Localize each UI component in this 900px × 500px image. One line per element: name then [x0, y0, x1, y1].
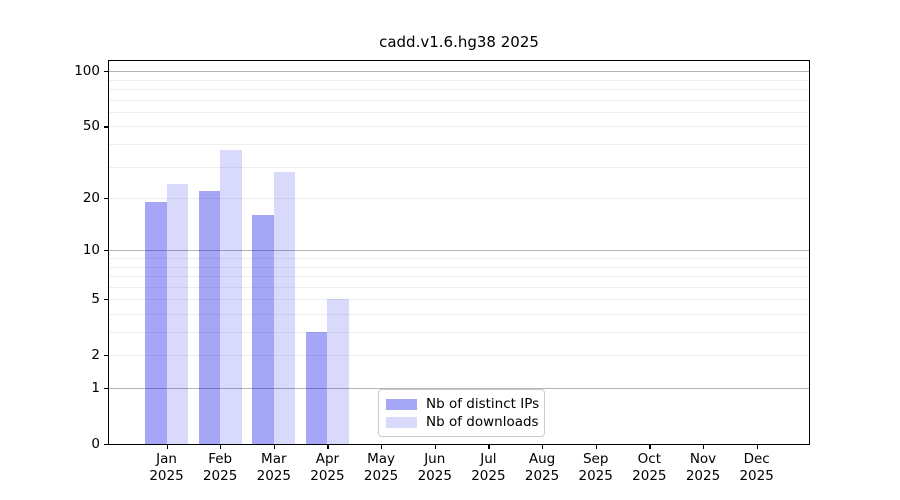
gridline-minor	[109, 126, 809, 128]
x-tick-mark	[273, 445, 275, 449]
y-tick-label: 5	[91, 291, 100, 308]
x-tick-label: Nov 2025	[685, 451, 721, 484]
bar-distinct-ips	[198, 190, 221, 444]
gridline-minor	[109, 99, 809, 101]
y-tick-mark	[104, 355, 108, 357]
gridline-minor	[109, 198, 809, 200]
y-tick-mark	[104, 198, 108, 200]
bar-downloads	[220, 150, 242, 444]
legend-row-distinct-ips: Nb of distinct IPs	[386, 395, 540, 413]
x-tick-mark	[381, 445, 383, 449]
gridline-minor	[109, 144, 809, 146]
y-tick-label: 100	[74, 63, 100, 80]
y-tick-label: 10	[82, 242, 100, 259]
y-tick-label: 0	[91, 436, 100, 452]
y-tick-mark	[104, 126, 108, 128]
x-tick-label: Dec 2025	[739, 451, 774, 484]
bar-distinct-ips	[145, 202, 167, 444]
x-tick-label: Jun 2025	[417, 451, 452, 484]
y-tick-label: 2	[91, 347, 100, 364]
y-tick-mark	[104, 444, 108, 446]
gridline-major	[109, 250, 809, 252]
x-tick-mark	[542, 445, 544, 449]
x-tick-mark	[220, 445, 222, 449]
bar-distinct-ips	[252, 215, 274, 444]
x-tick-mark	[166, 445, 168, 449]
x-tick-mark	[327, 445, 329, 449]
chart-title: cadd.v1.6.hg38 2025	[379, 33, 539, 51]
legend-swatch-distinct-ips	[386, 398, 417, 410]
x-tick-label: Jul 2025	[471, 451, 506, 484]
x-tick-mark	[756, 445, 758, 449]
bar-downloads	[327, 299, 349, 444]
gridline-minor	[109, 332, 809, 334]
x-tick-mark	[488, 445, 490, 449]
y-tick-label: 50	[82, 118, 100, 135]
legend-label-downloads: Nb of downloads	[426, 414, 539, 430]
legend-label-distinct-ips: Nb of distinct IPs	[426, 396, 540, 412]
x-tick-mark	[595, 445, 597, 449]
bar-downloads	[273, 171, 296, 444]
y-tick-mark	[104, 71, 108, 73]
x-tick-label: Jan 2025	[149, 451, 184, 484]
bar-downloads	[166, 183, 188, 444]
gridline-major	[109, 71, 809, 73]
x-tick-mark	[649, 445, 651, 449]
bar-distinct-ips	[305, 332, 328, 444]
x-tick-label: Feb 2025	[202, 451, 238, 484]
x-tick-label: Apr 2025	[310, 451, 345, 484]
x-tick-label: Aug 2025	[524, 451, 560, 484]
plot-area: Nb of distinct IPs Nb of downloads	[108, 60, 810, 445]
legend-row-downloads: Nb of downloads	[386, 413, 539, 431]
x-tick-label: May 2025	[363, 451, 399, 484]
x-tick-mark	[434, 445, 436, 449]
x-tick-label: Sep 2025	[578, 451, 613, 484]
gridline-minor	[109, 276, 809, 278]
gridline-minor	[109, 355, 809, 357]
gridline-minor	[109, 111, 809, 113]
gridline-minor	[109, 89, 809, 91]
gridline-minor	[109, 258, 809, 259]
gridline-minor	[109, 286, 809, 288]
y-tick-label: 1	[91, 380, 100, 396]
gridline-minor	[109, 313, 809, 315]
y-tick-mark	[104, 388, 108, 390]
x-tick-label: Oct 2025	[632, 451, 667, 484]
x-tick-label: Mar 2025	[256, 451, 291, 484]
legend-swatch-downloads	[386, 416, 417, 428]
gridline-minor	[109, 266, 809, 268]
gridline-minor	[109, 79, 809, 81]
y-tick-mark	[104, 250, 108, 252]
y-tick-mark	[104, 299, 108, 301]
gridline-minor	[109, 299, 809, 301]
x-tick-mark	[703, 445, 705, 449]
legend: Nb of distinct IPs Nb of downloads	[378, 389, 545, 437]
y-tick-label: 20	[82, 190, 100, 207]
gridline-major	[109, 388, 809, 389]
gridline-minor	[109, 166, 809, 168]
